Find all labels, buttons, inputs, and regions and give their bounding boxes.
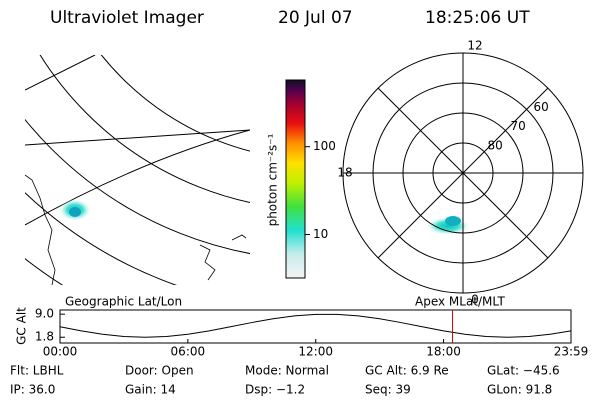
info-field: Gain: 14 (125, 383, 176, 397)
info-field: Mode: Normal (245, 364, 329, 378)
colorbar-tick-label: 100 (313, 139, 336, 153)
altitude-frame (59, 309, 572, 344)
info-field: GLon: 91.8 (487, 383, 552, 397)
lat-circle (372, 82, 554, 264)
altitude-line (59, 313, 572, 338)
date: 20 Jul 07 (278, 8, 353, 28)
lat-circle (402, 112, 524, 234)
time: 18:25:06 UT (425, 8, 530, 28)
y-tick-label: 1.8 (35, 330, 54, 344)
title: Ultraviolet Imager (50, 8, 204, 28)
info-field: Seq: 39 (365, 383, 411, 397)
lat-label: 80 (488, 139, 503, 153)
x-tick-label: 06:00 (171, 345, 206, 359)
map-label: Geographic Lat/Lon (65, 295, 182, 309)
info-field: GLat: −45.6 (487, 364, 560, 378)
colorbar (285, 79, 306, 279)
info-field: Dsp: −1.2 (245, 383, 305, 397)
polar-label: Apex MLat/MLT (415, 295, 505, 309)
x-tick-label: 23:59 (554, 345, 589, 359)
mlt-label: 0 (471, 293, 479, 307)
lat-circle (432, 142, 494, 204)
polar-plot (342, 52, 584, 294)
lat-label: 60 (533, 100, 548, 114)
colorbar-label: photon cm⁻²s⁻¹ (266, 133, 280, 226)
altitude-label: GC Alt (15, 307, 29, 345)
colorbar-tick-label: 10 (313, 227, 328, 241)
x-tick-label: 00:00 (43, 345, 78, 359)
info-field: GC Alt: 6.9 Re (365, 364, 449, 378)
x-tick-label: 18:00 (426, 345, 461, 359)
lat-label: 70 (511, 119, 526, 133)
mlt-label: 12 (467, 39, 482, 53)
mlt-label: 18 (337, 166, 352, 180)
y-tick-label: 9.0 (35, 307, 54, 321)
info-field: IP: 36.0 (10, 383, 55, 397)
x-tick-label: 12:00 (298, 345, 333, 359)
info-field: Flt: LBHL (10, 364, 64, 378)
info-field: Door: Open (125, 364, 194, 378)
